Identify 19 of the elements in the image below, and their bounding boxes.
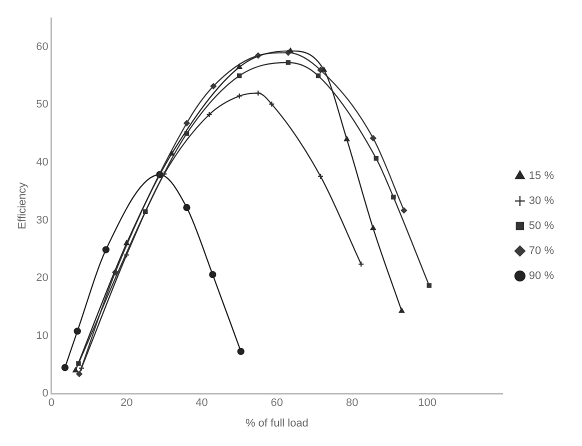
x-tick-label: 100: [418, 397, 436, 410]
legend-label: 15 %: [528, 170, 554, 182]
y-tick-label: 20: [36, 272, 48, 284]
y-tick-label: 60: [36, 40, 48, 53]
y-tick-label: 30: [36, 214, 48, 226]
x-tick-label: 40: [196, 397, 208, 410]
y-tick-label: 40: [36, 156, 48, 168]
legend-label: 50 %: [528, 220, 554, 232]
y-tick-label: 10: [36, 330, 48, 342]
x-tick-label: 20: [120, 397, 133, 410]
y-tick-label: 0: [42, 388, 48, 400]
x-tick-label: 60: [270, 397, 284, 410]
x-axis-title: % of full load: [245, 417, 308, 430]
y-axis-title: Efficiency: [16, 182, 29, 230]
legend-label: 90 %: [528, 270, 554, 282]
legend-label: 30 %: [528, 195, 554, 208]
x-tick-label: 80: [346, 397, 358, 410]
legend-label: 70 %: [528, 245, 554, 258]
y-tick-label: 50: [36, 98, 48, 111]
